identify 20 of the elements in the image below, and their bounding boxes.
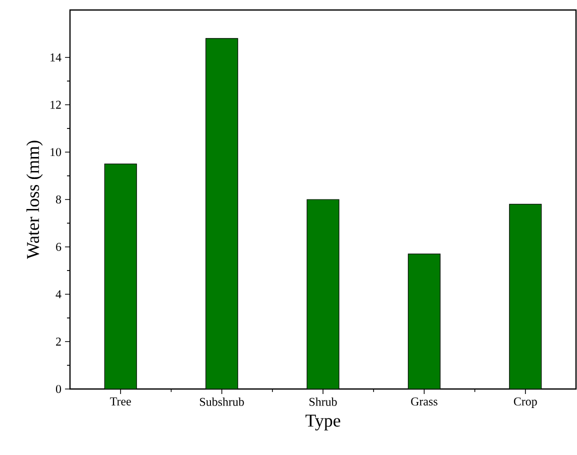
bar (509, 204, 542, 389)
y-tick-label: 6 (56, 242, 62, 251)
x-tick-label: Shrub (310, 398, 337, 406)
y-tick-label: 0 (56, 384, 62, 394)
y-tick-label: 4 (56, 290, 62, 298)
bar (408, 254, 441, 389)
bar (206, 38, 238, 389)
y-tick-label: 12 (50, 100, 61, 109)
y-tick-label: 14 (50, 53, 62, 62)
x-tick-label: Subshrub (200, 398, 244, 406)
x-tick-label: Crop (514, 397, 537, 408)
y-axis-title: Water loss (mm) (26, 140, 43, 260)
bar (306, 199, 340, 389)
x-tick-label: Grass (411, 397, 438, 406)
y-tick-label: 2 (56, 338, 61, 346)
bar (104, 164, 137, 389)
y-tick-label: 8 (56, 195, 62, 204)
x-axis-title: Type (306, 414, 340, 430)
y-tick-label: 10 (50, 148, 62, 156)
x-tick-label: Tree (110, 398, 131, 406)
